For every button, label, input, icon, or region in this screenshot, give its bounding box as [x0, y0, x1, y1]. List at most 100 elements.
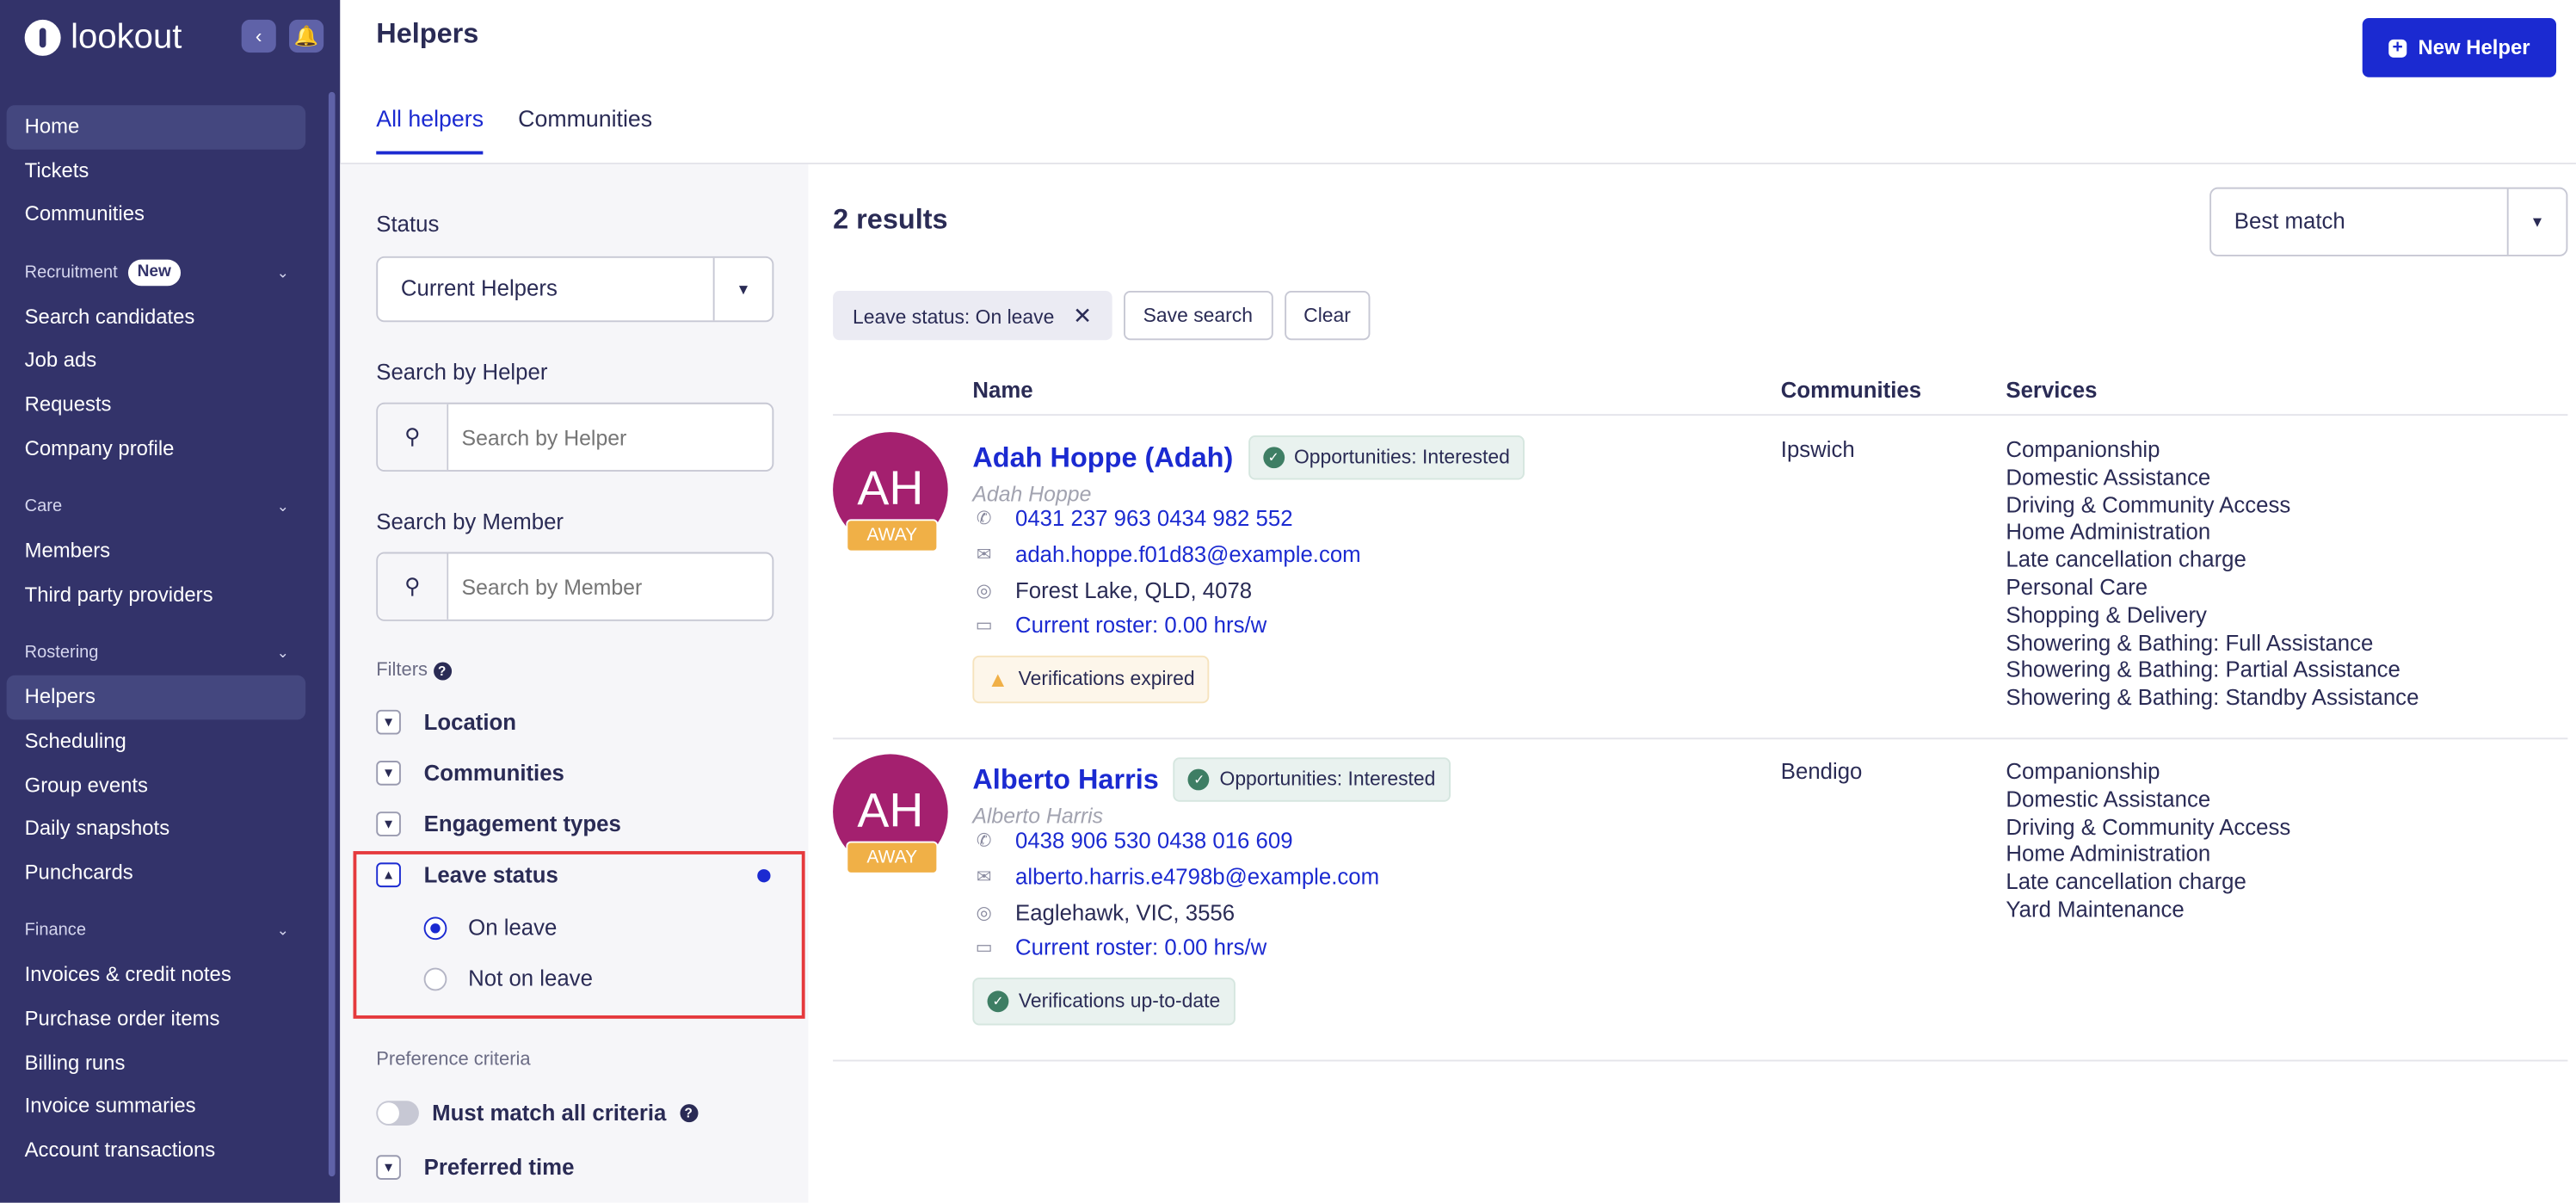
save-search-button[interactable]: Save search — [1123, 290, 1273, 341]
radio-on-leave[interactable]: On leave — [423, 916, 557, 940]
sidebar-item[interactable]: Communities — [24, 202, 145, 225]
new-helper-button[interactable]: + New Helper — [2362, 18, 2557, 77]
filter-communities[interactable]: ▼ Communities — [376, 761, 564, 786]
active-filter-chip[interactable]: Leave status: On leave ✕ — [833, 290, 1112, 341]
service-item: Domestic Assistance — [2006, 464, 2211, 490]
sidebar-item[interactable]: Account transactions — [24, 1138, 216, 1162]
table-row: AH AWAY Adah Hoppe (Adah) ✓ Opportunities:… — [833, 416, 2568, 740]
sidebar-item[interactable]: Search candidates — [24, 305, 195, 329]
radio-button — [423, 966, 447, 990]
service-item: Shopping & Delivery — [2006, 602, 2207, 627]
sidebar-item[interactable]: Daily snapshots — [24, 817, 170, 840]
radio-not-on-leave[interactable]: Not on leave — [423, 966, 593, 990]
calendar-icon: ▭ — [975, 616, 993, 636]
must-match-toggle[interactable]: Must match all criteria? — [376, 1101, 698, 1126]
sidebar-item[interactable]: Third party providers — [24, 583, 213, 607]
radio-button — [423, 916, 447, 940]
sidebar-item[interactable]: Scheduling — [24, 729, 126, 753]
sort-select[interactable]: Best match ▼ — [2209, 187, 2568, 256]
page-title: Helpers — [376, 18, 479, 50]
sidebar-item[interactable]: Home — [6, 105, 306, 149]
service-item: Home Administration — [2006, 520, 2211, 545]
chevron-down-icon: ⌄ — [276, 497, 290, 515]
helper-search-input[interactable] — [448, 404, 773, 471]
address: Eaglehawk, VIC, 3556 — [1015, 900, 1236, 925]
service-item: Domestic Assistance — [2006, 787, 2211, 811]
sidebar-item[interactable]: Billing runs — [24, 1051, 126, 1074]
sidebar-item[interactable]: Helpers — [6, 676, 306, 720]
notifications-button[interactable]: 🔔 — [289, 19, 324, 53]
sidebar-item[interactable]: Group events — [24, 773, 148, 797]
filter-engagement-types[interactable]: ▼ Engagement types — [376, 811, 621, 836]
helper-search: ⚲ — [376, 402, 774, 472]
email-link[interactable]: adah.hoppe.f01d83@example.com — [1015, 542, 1361, 567]
logo-icon — [24, 19, 61, 56]
sidebar-section[interactable]: Care ⌄ — [7, 484, 306, 529]
sidebar-item[interactable]: Invoice summaries — [24, 1094, 196, 1118]
sidebar-item[interactable]: Requests — [24, 392, 112, 416]
sidebar-section[interactable]: Rostering ⌄ — [7, 630, 306, 676]
clear-button[interactable]: Clear — [1284, 290, 1371, 341]
status-label: Status — [376, 212, 440, 237]
sidebar-section[interactable]: Recruitment New ⌄ — [7, 250, 306, 295]
filter-leave-status[interactable]: ▲ Leave status — [376, 862, 771, 888]
helper-name-link[interactable]: Alberto Harris — [972, 762, 1159, 795]
close-icon[interactable]: ✕ — [1073, 302, 1093, 329]
member-search-input[interactable] — [448, 553, 773, 620]
status-select[interactable]: Current Helpers ▼ — [376, 256, 774, 323]
sidebar-item[interactable]: Invoices & credit notes — [24, 963, 231, 987]
collapse-sidebar-button[interactable]: ‹ — [241, 19, 276, 53]
address: Forest Lake, QLD, 4078 — [1015, 578, 1253, 603]
roster-link[interactable]: Current roster: 0.00 hrs/w — [1015, 613, 1267, 638]
help-icon[interactable]: ? — [433, 662, 452, 681]
opportunity-badge: ✓ Opportunities: Interested — [1174, 757, 1451, 802]
toggle-switch[interactable] — [376, 1101, 419, 1126]
warning-icon: ▲ — [987, 667, 1009, 692]
sidebar-scrollbar[interactable] — [328, 91, 336, 1177]
service-item: Showering & Bathing: Partial Assistance — [2006, 657, 2400, 683]
service-item: Driving & Community Access — [2006, 492, 2291, 517]
sidebar-item[interactable]: Punchcards — [24, 860, 133, 884]
phone-link[interactable]: 0431 237 963 0434 982 552 — [1015, 506, 1293, 531]
service-item: Late cancellation charge — [2006, 547, 2246, 572]
sidebar-item[interactable]: Company profile — [24, 436, 175, 460]
filter-location[interactable]: ▼ Location — [376, 709, 516, 735]
chevron-left-icon: ‹ — [255, 24, 262, 48]
legal-name: Alberto Harris — [972, 803, 1104, 829]
column-services: Services — [2006, 378, 2098, 403]
status-badge: AWAY — [846, 841, 939, 874]
check-icon: ✓ — [987, 990, 1009, 1013]
sidebar-item[interactable]: Tickets — [24, 158, 89, 182]
helper-name-link[interactable]: Adah Hoppe (Adah) — [972, 441, 1234, 472]
legal-name: Adah Hoppe — [972, 481, 1092, 507]
chevron-down-icon: ⌄ — [276, 645, 290, 662]
sidebar-item[interactable]: Job ads — [24, 349, 97, 373]
new-badge: New — [127, 259, 182, 286]
caret-down-icon: ▼ — [2506, 188, 2567, 255]
mail-icon: ✉ — [976, 545, 992, 565]
column-name: Name — [972, 378, 1033, 403]
helper-search-label: Search by Helper — [376, 360, 548, 385]
location-icon: ◎ — [976, 581, 992, 602]
logo[interactable]: lookout — [24, 18, 182, 58]
tab-all-helpers[interactable]: All helpers — [376, 105, 484, 155]
sidebar-section[interactable]: Finance ⌄ — [7, 908, 306, 953]
filter-preferred-time[interactable]: ▼ Preferred time — [376, 1155, 574, 1180]
sidebar-item[interactable]: Purchase order items — [24, 1007, 220, 1031]
help-icon[interactable]: ? — [679, 1104, 698, 1123]
phone-icon: ✆ — [976, 509, 992, 529]
search-icon: ⚲ — [378, 404, 449, 471]
service-item: Driving & Community Access — [2006, 814, 2291, 839]
tab-communities[interactable]: Communities — [518, 105, 653, 132]
check-icon: ✓ — [1262, 447, 1285, 469]
phone-link[interactable]: 0438 906 530 0438 016 609 — [1015, 828, 1293, 853]
email-link[interactable]: alberto.harris.e4798b@example.com — [1015, 864, 1380, 889]
plus-icon: + — [2388, 38, 2407, 57]
community: Ipswich — [1780, 436, 1855, 462]
roster-link[interactable]: Current roster: 0.00 hrs/w — [1015, 935, 1267, 960]
results-count: 2 results — [833, 203, 948, 236]
caret-down-icon: ▼ — [712, 257, 773, 321]
status-badge: AWAY — [846, 519, 939, 552]
sidebar-item[interactable]: Members — [24, 539, 111, 563]
bell-icon: 🔔 — [293, 24, 319, 48]
